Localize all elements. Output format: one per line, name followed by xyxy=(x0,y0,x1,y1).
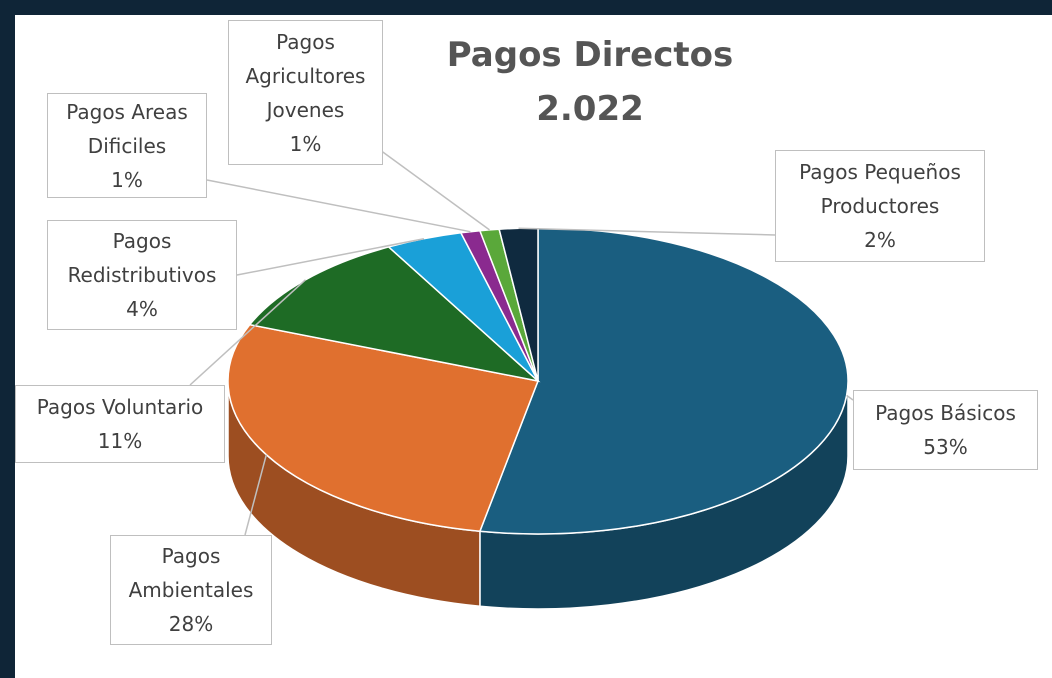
data-label: Pagos Agricultores Jovenes 1% xyxy=(228,20,383,165)
pie-slice xyxy=(478,227,849,535)
leader-line xyxy=(846,394,854,401)
data-label: Pagos Básicos 53% xyxy=(853,390,1038,470)
label-category: Pagos Voluntario xyxy=(36,395,204,419)
label-value: 2% xyxy=(864,228,896,252)
label-value: 4% xyxy=(126,297,158,321)
leader-line xyxy=(244,454,268,536)
leader-line xyxy=(206,179,471,233)
leader-line xyxy=(236,238,425,276)
leader-line xyxy=(189,279,306,386)
pie-slice xyxy=(248,246,541,383)
leader-line xyxy=(518,227,776,236)
label-value: 1% xyxy=(111,167,143,192)
label-value: 11% xyxy=(97,429,143,453)
label-value: 28% xyxy=(168,612,214,636)
data-label: Pagos Redistributivos 4% xyxy=(47,220,237,330)
label-category: Pagos Areas Dificiles xyxy=(66,99,188,158)
leader-line xyxy=(379,149,490,231)
label-category: Pagos Pequeños Productores xyxy=(799,160,961,218)
data-label: Pagos Ambientales 28% xyxy=(110,535,272,645)
pie-tops xyxy=(227,227,849,535)
data-label: Pagos Voluntario 11% xyxy=(15,385,225,463)
label-value: 53% xyxy=(923,435,968,459)
leader-lines xyxy=(189,149,854,536)
data-label: Pagos Areas Dificiles 1% xyxy=(47,93,207,198)
label-category: Pagos Básicos xyxy=(875,401,1016,425)
label-value: 1% xyxy=(289,131,322,156)
label-category: Pagos Ambientales xyxy=(128,544,254,602)
chart-title: Pagos Directos 2.022 xyxy=(446,35,734,129)
data-label: Pagos Pequeños Productores 2% xyxy=(775,150,985,262)
label-category: Pagos Agricultores Jovenes xyxy=(245,29,366,122)
label-category: Pagos Redistributivos xyxy=(67,229,217,287)
